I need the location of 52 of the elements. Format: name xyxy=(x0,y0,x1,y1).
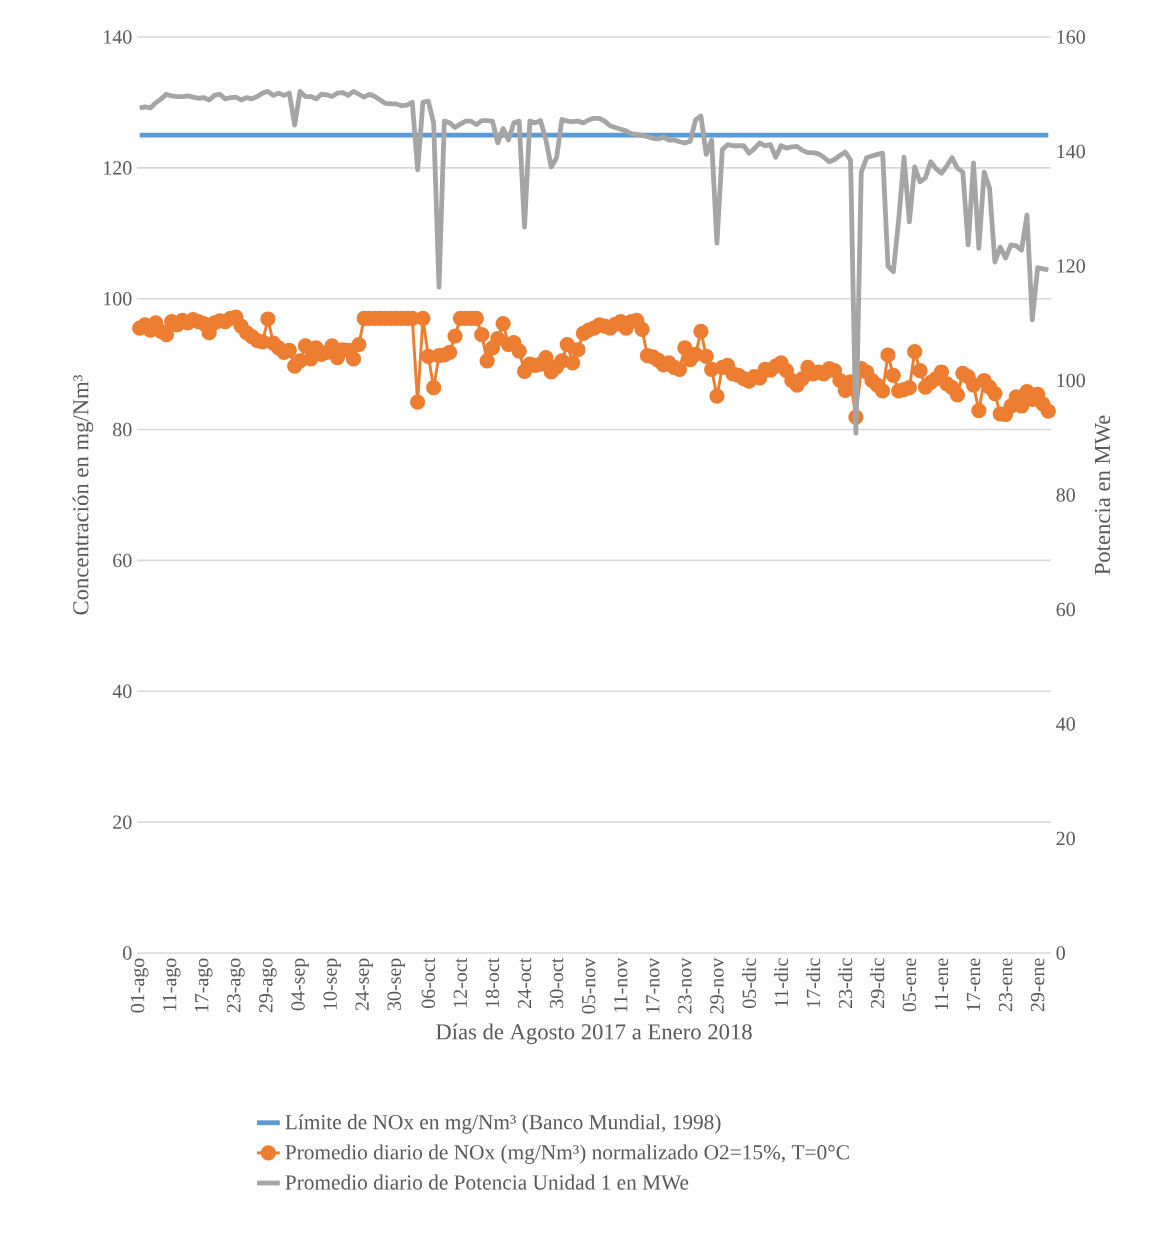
x-tick-label: 17-ene xyxy=(966,958,981,1011)
x-tick-label: 12-oct xyxy=(453,957,468,1008)
x-axis-title: Días de Agosto 2017 a Enero 2018 xyxy=(436,1023,752,1045)
y-tick-label: 0 xyxy=(123,946,132,960)
x-tick-label: 29-nov xyxy=(710,957,724,1014)
x-tick-label: 23-ago xyxy=(227,958,245,1013)
x-tick-label: 29-ago xyxy=(259,958,277,1013)
legend-label: Promedio diario de NOx (mg/Nm³) normalizado O2=15%, T=0°C xyxy=(285,1144,849,1164)
x-tick-label: 23-dic xyxy=(838,958,853,1008)
y2-tick-label: 20 xyxy=(1056,831,1075,846)
legend-label: Límite de NOx en mg/Nm³ (Banco Mundial, 1998) xyxy=(285,1114,721,1134)
x-tick-label: 05-nov xyxy=(581,957,596,1014)
x-tick-label: 10-sep xyxy=(323,958,341,1010)
x-tick-label: 18-oct xyxy=(485,957,500,1008)
y2-tick-label: 120 xyxy=(1057,259,1085,273)
y-tick-label: 20 xyxy=(113,815,132,829)
y2-tick-label: 80 xyxy=(1056,488,1075,502)
x-tick-label: 23-nov xyxy=(678,957,692,1014)
x-tick-label: 11-ene xyxy=(934,958,949,1010)
x-tick-label: 17-nov xyxy=(646,957,660,1013)
y-axis-title: Concentración en mg/Nm³ xyxy=(72,374,94,615)
x-tick-label: 04-sep xyxy=(291,958,309,1011)
x-tick-label: 29-ene xyxy=(1030,958,1045,1012)
x-tick-label: 30-sep xyxy=(387,958,406,1011)
y2-tick-label: 0 xyxy=(1056,946,1065,960)
x-tick-label: 05-dic xyxy=(741,958,757,1009)
y-tick-label: 80 xyxy=(113,422,132,437)
y2-tick-label: 160 xyxy=(1057,30,1085,44)
y2-tick-label: 140 xyxy=(1057,144,1085,159)
x-tick-label: 17-dic xyxy=(806,958,821,1008)
x-tick-label: 29-dic xyxy=(870,958,885,1008)
legend-label: Promedio diario de Potencia Unidad 1 en MWe xyxy=(285,1174,689,1190)
y-tick-label: 140 xyxy=(104,30,132,44)
x-tick-label: 11-ago xyxy=(162,958,181,1011)
x-tick-label: 11-dic xyxy=(774,958,789,1007)
y2-tick-label: 100 xyxy=(1057,373,1085,388)
y2-tick-label: 60 xyxy=(1056,602,1075,617)
x-tick-label: 24-oct xyxy=(517,957,532,1008)
y-tick-label: 100 xyxy=(104,291,132,306)
x-tick-label: 17-ago xyxy=(195,958,213,1012)
x-tick-label: 23-ene xyxy=(998,958,1013,1012)
y-tick-label: 60 xyxy=(113,553,132,568)
x-tick-label: 11-nov xyxy=(614,957,628,1012)
x-tick-label: 01-ago xyxy=(130,958,149,1013)
x-tick-label: 06-oct xyxy=(421,957,436,1009)
y2-tick-label: 40 xyxy=(1056,717,1075,731)
x-tick-label: 24-sep xyxy=(355,958,373,1011)
y-tick-label: 40 xyxy=(112,684,132,699)
x-tick-label: 05-ene xyxy=(902,958,917,1012)
x-tick-label: 30-oct xyxy=(549,957,564,1008)
y-tick-label: 120 xyxy=(104,161,132,175)
y2-axis-title: Potencia en MWe xyxy=(1094,415,1111,575)
